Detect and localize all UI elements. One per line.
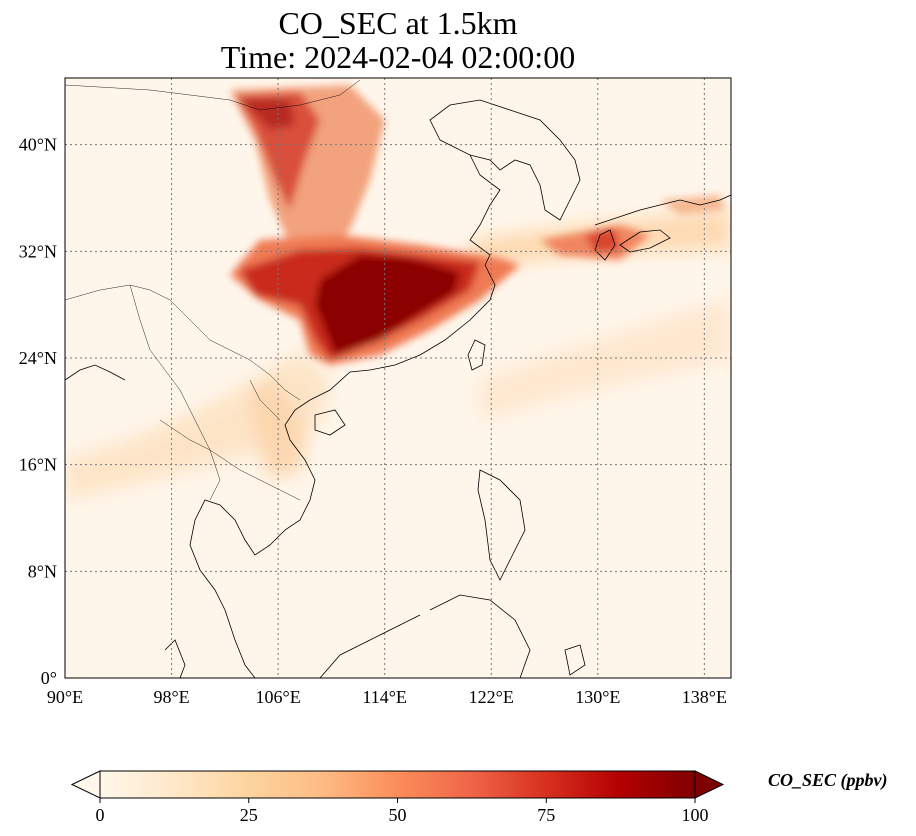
lon-tick-label: 130°E (575, 687, 620, 707)
colorbar-gradient (100, 771, 695, 798)
coastlines (65, 99, 731, 678)
colorbar-min-extend (70, 770, 101, 799)
latitude-ticks: 0° 8°N 16°N 24°N 32°N 40°N (19, 135, 57, 688)
lat-tick-label: 0° (41, 668, 57, 688)
lon-tick-label: 138°E (682, 687, 727, 707)
colorbar-tick-label: 25 (240, 805, 258, 825)
lon-tick-label: 98°E (153, 687, 189, 707)
longitude-ticks: 90°E 98°E 106°E 114°E 122°E 130°E 138°E (47, 687, 727, 707)
map-frame (64, 77, 732, 679)
lon-tick-label: 122°E (469, 687, 514, 707)
lat-tick-label: 32°N (19, 241, 57, 261)
map-title: CO_SEC at 1.5km (278, 5, 518, 41)
country-borders (65, 79, 361, 501)
concentration-field (65, 85, 731, 500)
gridlines (65, 78, 731, 678)
colorbar-tick-label: 0 (96, 805, 105, 825)
lat-tick-label: 40°N (19, 135, 57, 155)
colorbar-ticks: 0 25 50 75 100 (96, 798, 709, 825)
map-panel (65, 78, 731, 678)
lat-tick-label: 8°N (28, 561, 57, 581)
colorbar-tick-label: 100 (682, 805, 709, 825)
map-timestamp: Time: 2024-02-04 02:00:00 (220, 39, 576, 75)
colorbar-max-extend (694, 770, 725, 799)
lon-tick-label: 90°E (47, 687, 83, 707)
lon-tick-label: 114°E (362, 687, 407, 707)
lon-tick-label: 106°E (256, 687, 301, 707)
colorbar-tick-label: 50 (389, 805, 407, 825)
colorbar: 0 25 50 75 100 (70, 770, 725, 825)
colorbar-label: CO_SEC (ppbv) (768, 770, 888, 790)
colorbar-tick-label: 75 (537, 805, 555, 825)
lat-tick-label: 24°N (19, 348, 57, 368)
lat-tick-label: 16°N (19, 455, 57, 475)
